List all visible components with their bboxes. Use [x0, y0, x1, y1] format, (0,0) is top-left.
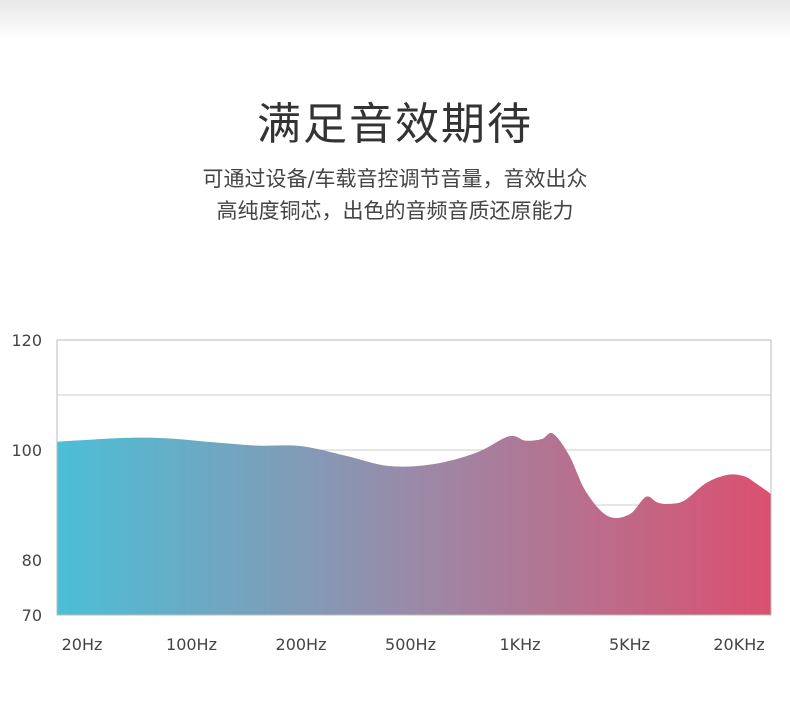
y-tick-label: 80 [22, 551, 42, 570]
x-tick-label: 1KHz [499, 635, 540, 654]
y-tick-label: 120 [11, 331, 42, 350]
page-title: 满足音效期待 [257, 99, 533, 150]
x-tick-label: 20Hz [62, 635, 103, 654]
y-tick-label: 70 [22, 606, 42, 625]
subtitle-line-2: 高纯度铜芯，出色的音频音质还原能力 [216, 199, 574, 223]
y-tick-label: 100 [11, 441, 42, 460]
subtitle-line-1: 可通过设备/车载音控调节音量，音效出众 [202, 167, 588, 191]
plot-frame [56, 339, 772, 616]
top-shade [0, 0, 790, 40]
x-tick-label: 20KHz [713, 635, 764, 654]
x-tick-label: 200Hz [276, 635, 327, 654]
y-tick-labels: 120 100 80 70 [11, 331, 42, 625]
response-area [57, 432, 771, 615]
x-tick-label: 100Hz [166, 635, 217, 654]
x-tick-label: 500Hz [385, 635, 436, 654]
x-tick-label: 5KHz [609, 635, 650, 654]
frequency-response-chart: 120 100 80 70 20Hz 100Hz 200Hz 500Hz 1KHz 5KHz 20… [0, 320, 790, 680]
x-tick-labels: 20Hz 100Hz 200Hz 500Hz 1KHz 5KHz 20KHz [62, 635, 765, 654]
